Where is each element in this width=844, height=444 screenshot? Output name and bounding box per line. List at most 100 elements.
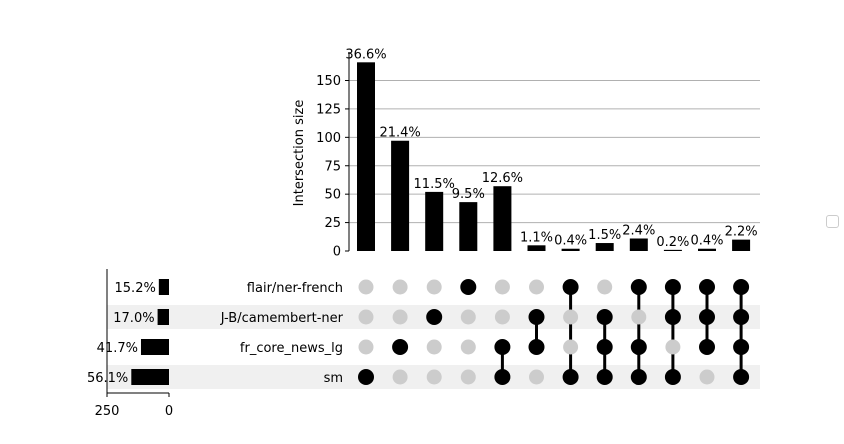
intersection-matrix [358,279,750,385]
matrix-dot-inactive [426,279,442,295]
y-tick-label: 100 [316,131,341,146]
intersection-bar-label: 2.4% [622,223,655,238]
y-tick-label: 50 [324,188,341,203]
intersection-bar-label: 36.6% [345,47,386,62]
matrix-dot-active [392,339,409,355]
matrix-dot-inactive [631,309,647,325]
matrix-dot-active [664,279,681,295]
y-tick-label: 125 [316,102,341,117]
intersection-bar-label: 0.4% [690,234,723,249]
intersection-bar-label: 12.6% [482,171,523,186]
matrix-dot-inactive [665,339,681,355]
matrix-dot-active [733,339,750,355]
matrix-dot-active [494,339,511,355]
intersection-bars [357,62,751,252]
matrix-dot-inactive [460,339,476,355]
intersection-bar [561,248,580,251]
y-tick-label: 25 [324,216,341,231]
matrix-dot-active [460,279,477,295]
grid-lines [349,80,760,224]
set-label: flair/ner-french [247,281,343,296]
set-label: J-B/camembert-ner [220,311,344,326]
matrix-dot-inactive [392,369,408,385]
matrix-dot-active [699,309,715,325]
set-label: sm [324,371,343,386]
set-size-label: 15.2% [115,281,156,296]
matrix-dot-inactive [460,309,476,325]
intersection-bar-label: 9.5% [452,187,485,202]
set-size-label: 17.0% [113,311,154,326]
matrix-dot-inactive [426,369,442,385]
matrix-dot-active [664,309,681,325]
matrix-dot-active [664,369,681,385]
matrix-dot-inactive [460,369,476,385]
intersection-bar [663,249,682,251]
matrix-dot-inactive [529,369,544,385]
matrix-dot-active [494,369,511,385]
intersection-bar [629,238,648,251]
intersection-bar [391,140,410,251]
set-size-label: 56.1% [87,371,128,386]
set-label: fr_core_news_lg [240,341,343,356]
set-size-bar [140,339,169,355]
matrix-dot-active [699,339,715,355]
matrix-dot-inactive [529,279,544,295]
y-tick-label: 150 [316,74,341,89]
matrix-dot-active [562,369,579,385]
intersection-bar [459,202,478,251]
y-axis: 0 25 50 75 100 125 150 [316,52,350,260]
matrix-dot-active [596,339,613,355]
matrix-dot-inactive [494,309,510,325]
legend-box [826,215,839,228]
intersection-bar [357,62,375,252]
matrix-dot-inactive [392,279,408,295]
intersection-bar [595,243,614,251]
y-tick-label: 75 [324,159,341,174]
intersection-bar-label: 2.2% [725,225,758,240]
set-size-bar [131,369,169,385]
intersection-bar-label: 0.2% [656,235,689,250]
intersection-bar [493,186,512,251]
matrix-dot-active [630,369,647,385]
y-axis-label: Intersection size [292,100,307,207]
matrix-dot-active [528,309,545,325]
matrix-dot-active [630,279,647,295]
matrix-dot-active [733,309,750,325]
matrix-dot-inactive [563,309,579,325]
set-size-bar [158,279,169,295]
intersection-bar-label: 21.4% [379,126,420,141]
matrix-dot-active [596,369,613,385]
matrix-dot-inactive [358,279,374,295]
intersection-bar-label: 1.1% [520,230,553,245]
set-labels: flair/ner-french J-B/camembert-ner fr_core… [220,281,344,386]
matrix-dot-active [733,369,750,385]
intersection-bar-label: 11.5% [414,177,455,192]
set-axis-tick-label: 0 [165,404,173,419]
matrix-dot-active [699,279,715,295]
intersection-bar-label: 0.4% [554,234,587,249]
intersection-bar [732,239,751,251]
intersection-bar [527,245,546,251]
y-tick-label: 0 [333,245,341,260]
matrix-dot-inactive [426,339,442,355]
matrix-dot-inactive [358,309,374,325]
matrix-dot-inactive [494,279,510,295]
set-size-axis: 250 0 [95,269,173,419]
intersection-bar-labels: 36.6%21.4%11.5%9.5%12.6%1.1% 0.4% 1.5% 2.4%… [345,47,757,250]
matrix-dot-active [562,279,579,295]
matrix-dot-inactive [392,309,408,325]
matrix-dot-inactive [597,279,613,295]
matrix-dot-active [596,309,613,325]
matrix-dot-inactive [699,369,715,385]
matrix-dot-active [528,339,545,355]
intersection-bar [698,248,716,251]
matrix-dot-active [630,339,647,355]
set-size-bar [157,309,169,325]
matrix-dot-active [358,369,374,385]
intersection-bar-label: 1.5% [588,228,621,243]
set-size-label: 41.7% [97,341,138,356]
matrix-dot-active [733,279,750,295]
matrix-dot-active [426,309,443,325]
set-axis-tick-label: 250 [95,404,120,419]
